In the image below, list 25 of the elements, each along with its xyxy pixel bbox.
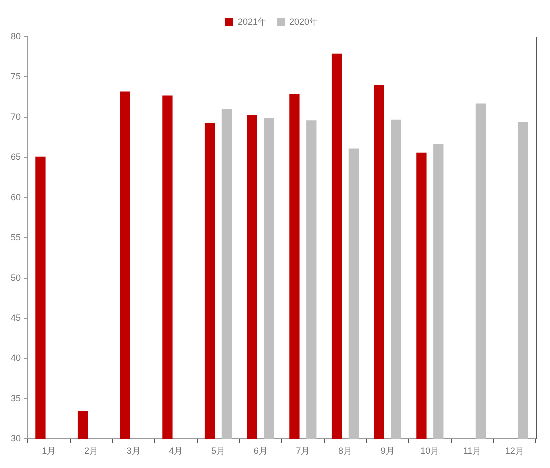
y-tick-label: 30 <box>10 434 22 444</box>
x-tick-label: 7月 <box>296 446 310 456</box>
x-tick-label: 10月 <box>420 446 440 456</box>
y-tick-label: 70 <box>10 112 22 122</box>
legend-label: 2020年 <box>290 16 319 27</box>
x-tick-label: 5月 <box>212 446 226 456</box>
y-tick-label: 50 <box>10 272 22 283</box>
y-tick-label: 55 <box>10 232 22 243</box>
y-tick-label: 60 <box>10 192 22 202</box>
y-tick-label: 45 <box>10 313 22 324</box>
x-tick-label: 12月 <box>505 446 524 456</box>
x-tick-label: 11月 <box>463 446 482 456</box>
y-tick-label: 35 <box>10 393 22 404</box>
x-tick-label: 8月 <box>338 446 353 456</box>
x-tick-label: 2月 <box>84 446 99 456</box>
y-tick-label: 80 <box>10 31 22 42</box>
legend-label: 2021年 <box>238 16 268 27</box>
y-tick-label: 40 <box>10 353 22 364</box>
x-tick-label: 6月 <box>254 446 268 456</box>
x-tick-label: 3月 <box>126 446 141 456</box>
x-tick-label: 9月 <box>380 446 395 456</box>
x-tick-label: 4月 <box>169 446 184 456</box>
y-tick-label: 65 <box>10 152 22 162</box>
y-tick-label: 75 <box>10 72 22 82</box>
x-tick-label: 1月 <box>42 446 56 456</box>
